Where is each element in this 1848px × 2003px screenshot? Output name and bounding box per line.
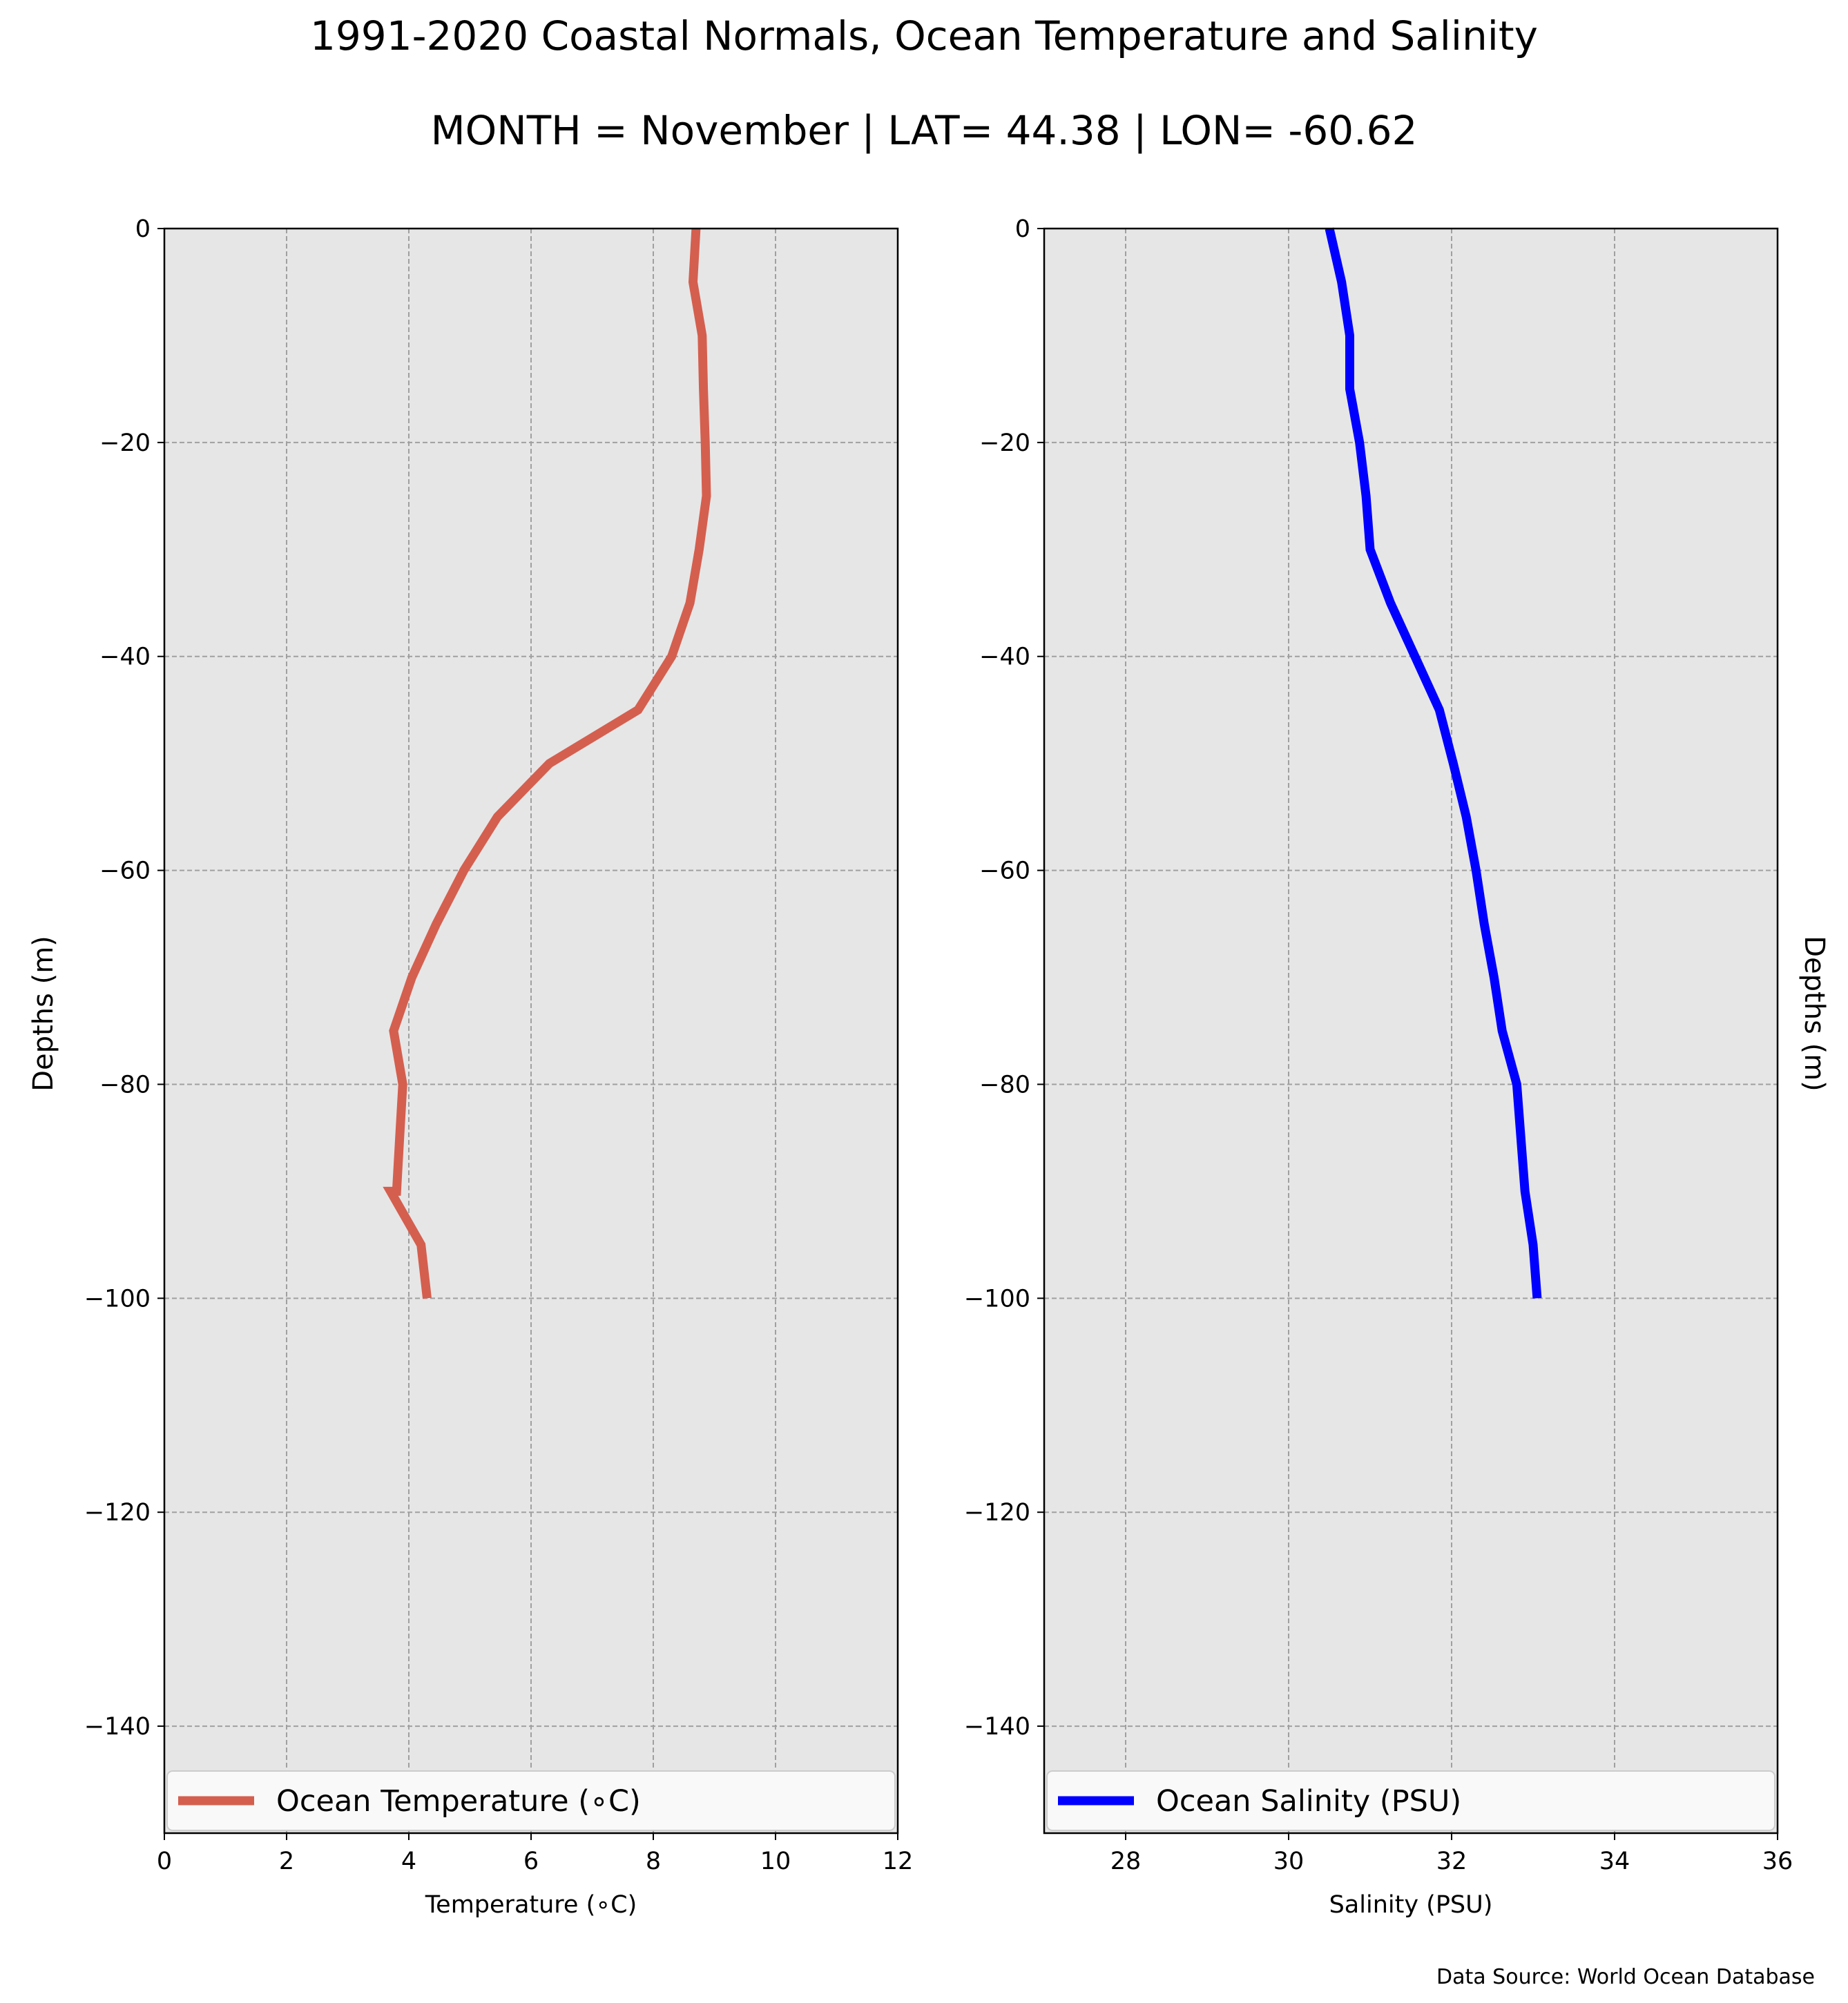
data-point: [389, 1190, 391, 1192]
y-tick-label: −100: [84, 1285, 151, 1313]
data-point: [1452, 763, 1454, 764]
y-tick-label: −100: [964, 1285, 1030, 1313]
data-point: [1369, 549, 1371, 550]
data-point: [497, 816, 498, 817]
data-point: [1501, 1030, 1503, 1032]
data-point: [1341, 281, 1342, 282]
data-point: [1516, 1083, 1517, 1085]
y-tick-label: −60: [99, 858, 151, 885]
data-point: [704, 442, 706, 443]
y-tick-label: −20: [979, 429, 1030, 457]
legend-box: [166, 1770, 896, 1831]
legend: Ocean Salinity (PSU): [1046, 1770, 1775, 1831]
x-tick-label: 6: [523, 1848, 539, 1875]
data-point: [393, 1030, 394, 1032]
y-tick-label: −120: [84, 1499, 151, 1527]
temperature-panel: 0 2 4 6 8 10 12 0 −20 −40 −60 −80 −100 −120 −140 Ocean …: [84, 215, 913, 1919]
legend-box: [1046, 1770, 1775, 1831]
data-point: [703, 388, 704, 389]
x-tick-label: 36: [1762, 1848, 1793, 1875]
chart-subtitle: MONTH = November | LAT= 44.38 | LON= -60…: [430, 107, 1418, 154]
data-point: [427, 1297, 428, 1299]
x-tick-label: 34: [1599, 1848, 1630, 1875]
x-axis-label: Salinity (PSU): [1329, 1891, 1493, 1919]
y-tick-label: −60: [979, 858, 1030, 885]
data-point: [1465, 816, 1467, 817]
data-point: [1537, 1297, 1538, 1299]
x-tick-label: 8: [646, 1848, 661, 1875]
x-tick-label: 28: [1110, 1848, 1142, 1875]
x-tick-label: 32: [1436, 1848, 1467, 1875]
data-point: [402, 1083, 403, 1085]
y-tick-label: −40: [99, 644, 151, 671]
y-tick-label: −140: [84, 1713, 151, 1741]
y-tick-label: −80: [99, 1071, 151, 1099]
data-point: [411, 977, 412, 978]
y-tick-label: −40: [979, 644, 1030, 671]
y-tick-label: 0: [135, 215, 151, 243]
data-point: [689, 602, 691, 603]
data-point: [549, 763, 550, 764]
data-point: [1390, 602, 1392, 603]
data-point: [1438, 709, 1440, 710]
right-y-axis-label: Depths (m): [1798, 936, 1830, 1092]
data-point: [702, 335, 703, 336]
left-y-axis-label: Depths (m): [28, 936, 59, 1092]
data-point: [1359, 442, 1360, 443]
data-source-note: Data Source: World Ocean Database: [1436, 1965, 1815, 1989]
x-tick-label: 12: [883, 1848, 914, 1875]
data-point: [1524, 1190, 1525, 1192]
data-point: [396, 1190, 397, 1192]
data-point: [1349, 335, 1351, 336]
x-tick-label: 0: [157, 1848, 172, 1875]
legend-label: Ocean Salinity (PSU): [1156, 1784, 1461, 1819]
data-point: [1365, 495, 1367, 496]
data-point: [1414, 656, 1416, 657]
salinity-panel: 28 30 32 34 36 0 −20 −40 −60 −80 −100 −120 −140 Ocean…: [964, 215, 1793, 1919]
y-tick-label: −120: [964, 1499, 1030, 1527]
data-point: [671, 656, 673, 657]
legend: Ocean Temperature (∘C): [166, 1770, 896, 1831]
data-point: [637, 709, 639, 710]
series-line: [383, 228, 711, 1299]
x-axis-label: Temperature (∘C): [425, 1891, 637, 1919]
data-point: [1475, 870, 1476, 871]
x-tick-label: 2: [279, 1848, 294, 1875]
y-tick-label: −80: [979, 1071, 1030, 1099]
data-point: [1349, 388, 1351, 389]
x-tick-label: 30: [1273, 1848, 1305, 1875]
axes-frame: [1043, 227, 1779, 1835]
axes-frame: [163, 227, 899, 1835]
data-point: [706, 495, 707, 496]
data-point: [698, 549, 700, 550]
legend-label: Ocean Temperature (∘C): [276, 1784, 641, 1819]
y-tick-label: −140: [964, 1713, 1030, 1741]
plot-area: [1044, 229, 1778, 1833]
x-tick-label: 10: [760, 1848, 791, 1875]
data-point: [1493, 977, 1494, 978]
series-line: [1325, 227, 1542, 1299]
data-point: [436, 923, 437, 925]
data-point: [1483, 923, 1485, 925]
data-point: [463, 870, 465, 871]
y-tick-label: −20: [99, 429, 151, 457]
data-point: [1532, 1244, 1534, 1246]
data-point: [693, 281, 694, 282]
y-tick-label: 0: [1015, 215, 1030, 243]
data-point: [1520, 1137, 1521, 1139]
data-point: [421, 1244, 422, 1246]
chart-title: 1991-2020 Coastal Normals, Ocean Tempera…: [310, 12, 1538, 59]
x-tick-label: 4: [401, 1848, 416, 1875]
data-point: [399, 1137, 401, 1139]
